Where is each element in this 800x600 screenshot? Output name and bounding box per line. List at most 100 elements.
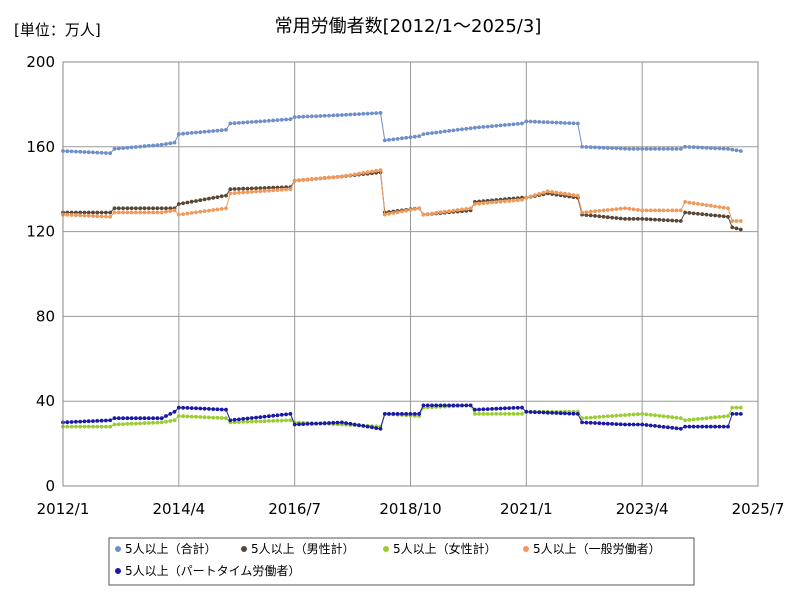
chart-title: 常用労働者数[2012/1～2025/3]	[275, 16, 542, 37]
data-point	[279, 412, 284, 417]
data-point	[189, 131, 194, 135]
data-point	[584, 210, 589, 215]
data-point	[473, 407, 477, 412]
data-point	[172, 418, 177, 423]
data-point	[185, 200, 190, 205]
data-point	[86, 213, 91, 218]
data-point	[726, 147, 730, 151]
data-point	[198, 198, 203, 203]
data-point	[648, 147, 653, 151]
data-point	[678, 219, 683, 223]
data-point	[498, 199, 503, 204]
data-point	[74, 419, 78, 424]
data-point	[657, 208, 662, 213]
data-point	[614, 207, 619, 212]
data-point	[292, 422, 297, 427]
data-point	[279, 187, 284, 192]
data-point	[215, 407, 220, 412]
data-point	[417, 134, 421, 139]
data-point	[520, 121, 524, 126]
data-point	[678, 147, 683, 151]
data-point	[181, 201, 186, 206]
data-point	[232, 121, 237, 126]
data-point	[554, 120, 559, 125]
data-point	[721, 414, 726, 419]
data-point	[159, 420, 164, 425]
data-point	[340, 113, 344, 117]
data-point	[275, 418, 280, 423]
data-point	[640, 422, 645, 427]
data-point	[335, 420, 340, 425]
data-point	[713, 204, 717, 209]
data-point	[708, 415, 713, 420]
data-point	[605, 414, 610, 419]
data-point	[481, 125, 486, 129]
data-point	[374, 426, 379, 430]
data-point	[618, 216, 623, 221]
data-point	[74, 149, 78, 154]
data-point	[648, 423, 653, 428]
data-point	[176, 132, 181, 137]
data-point	[91, 214, 95, 218]
data-point	[138, 210, 143, 215]
data-point	[653, 413, 657, 418]
data-point	[65, 420, 70, 425]
data-point	[713, 424, 717, 429]
data-point	[275, 413, 280, 418]
data-point	[241, 186, 246, 191]
data-point	[678, 208, 683, 213]
data-point	[425, 403, 430, 408]
data-point	[571, 193, 576, 197]
data-point	[142, 416, 147, 421]
legend: 5人以上（合計） 5人以上（男性計） 5人以上（女性計） 5人以上（一般労働者） 5人以…	[115, 541, 661, 578]
data-point	[142, 421, 147, 426]
data-point	[245, 419, 250, 424]
data-point	[91, 150, 95, 155]
data-point	[558, 411, 563, 416]
data-point	[99, 418, 104, 423]
data-point	[134, 210, 138, 215]
data-point	[108, 424, 113, 429]
data-point	[610, 146, 614, 151]
data-point	[473, 412, 477, 416]
data-point	[241, 190, 246, 195]
data-point	[104, 151, 108, 155]
legend-marker	[115, 568, 121, 574]
legend-label: 5人以上（合計）	[125, 541, 217, 556]
data-point	[228, 418, 233, 423]
data-point	[327, 421, 331, 425]
data-point	[378, 168, 383, 173]
data-point	[490, 124, 494, 129]
data-point	[185, 131, 190, 136]
data-point	[683, 424, 687, 429]
data-point	[95, 214, 100, 219]
data-point	[181, 131, 186, 136]
data-point	[202, 415, 207, 420]
data-point	[708, 424, 713, 429]
data-point	[322, 421, 327, 426]
data-point	[194, 406, 198, 411]
data-point	[322, 113, 327, 118]
data-point	[640, 208, 645, 213]
data-point	[455, 208, 460, 212]
data-point	[696, 417, 700, 421]
data-point	[198, 415, 203, 419]
data-point	[627, 217, 632, 221]
data-point	[357, 112, 361, 116]
data-point	[245, 186, 250, 191]
data-point	[249, 120, 254, 124]
data-point	[473, 202, 477, 206]
data-point	[623, 217, 627, 221]
data-point	[378, 111, 383, 115]
data-point	[297, 115, 301, 119]
data-point	[515, 122, 520, 126]
data-point	[301, 178, 306, 182]
data-point	[365, 424, 370, 429]
data-point	[314, 114, 318, 119]
data-point	[708, 146, 713, 151]
data-point	[503, 123, 507, 127]
data-point	[95, 424, 100, 429]
data-point	[683, 418, 687, 423]
data-point	[374, 168, 379, 173]
data-point	[215, 207, 220, 212]
